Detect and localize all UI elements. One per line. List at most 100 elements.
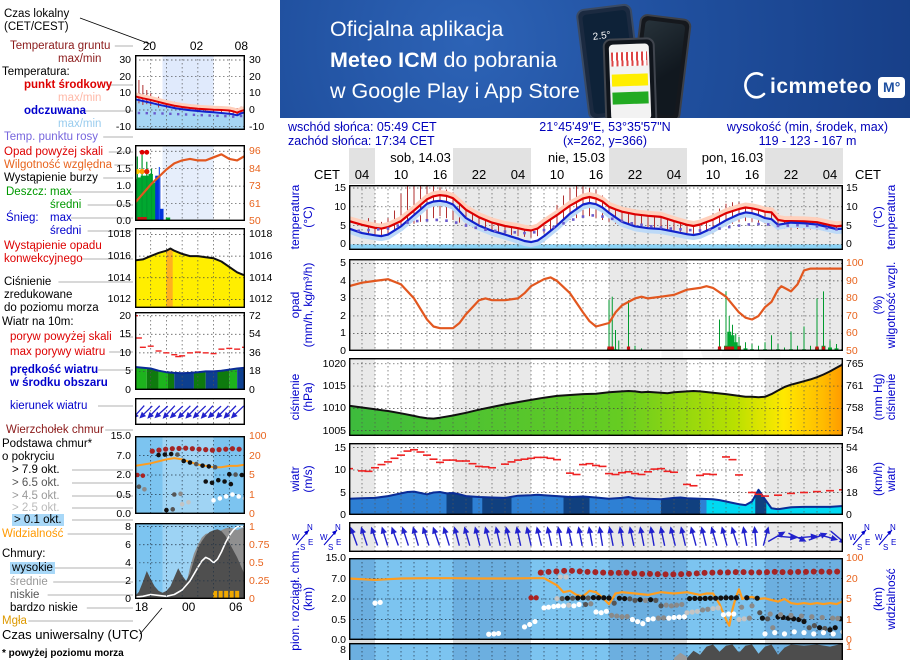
legend-axis-tick: 1016	[249, 250, 273, 263]
axis-title-line: wilgotność wzgl.	[884, 261, 898, 349]
legend-label: średni	[50, 225, 82, 237]
hour-tick: 16	[432, 167, 448, 182]
legend-axis-tick: 20	[119, 309, 131, 322]
app-promo-banner[interactable]: Oficjalna aplikacja Meteo ICM do pobrani…	[280, 0, 910, 127]
legend-axis-tick: 20	[119, 70, 131, 83]
legend-utc-tick: 00	[182, 600, 196, 614]
hour-tick: 10	[705, 167, 721, 182]
legend-label: w środku obszaru	[10, 377, 108, 389]
gap-night-band	[349, 640, 375, 643]
legend-label: * powyżej poziomu morza	[2, 648, 124, 659]
legend-label: (CET/CEST)	[4, 21, 69, 33]
axis-tick: 36	[846, 464, 858, 476]
axis-title: temperatura (°C)	[288, 185, 315, 250]
legend-chart-clouds	[135, 523, 245, 599]
day-label: nie, 15.03	[547, 150, 606, 165]
axis-tick: 54	[846, 441, 858, 454]
legend-label: Widzialność	[2, 528, 64, 540]
axis-title-line: wiatr	[884, 466, 898, 492]
legend-label: prędkość wiatru	[10, 364, 99, 376]
axis-title: opad (mm/h, kg/m³/h)	[288, 263, 315, 348]
chart-wind	[349, 443, 843, 515]
legend-label: Wilgotność względna	[4, 159, 113, 171]
legend-axis-tick: 1018	[249, 228, 273, 241]
chart-precipitation-humidity	[349, 259, 843, 351]
legend-label: > 6.5 okt.	[12, 477, 60, 489]
axis-title: (mm Hg) ciśnienie	[871, 374, 898, 421]
legend-label: Opad powyżej skali	[4, 146, 104, 158]
legend-axis-tick: 2.0	[116, 145, 131, 158]
legend-label: > 0.1 okt.	[12, 514, 64, 526]
axis-tick: 0	[340, 509, 346, 521]
axis-tick: 765	[846, 357, 864, 370]
svg-text:N: N	[890, 523, 896, 532]
svg-text:N: N	[335, 523, 341, 532]
legend-axis-tick: 20	[249, 449, 261, 462]
axis-title-line: (km)	[301, 587, 315, 612]
legend-axis-tick: 1012	[107, 293, 131, 306]
legend-label: Chmury:	[2, 548, 46, 560]
legend-axis-tick: 0	[249, 508, 255, 520]
legend-axis-tick: 10	[249, 87, 261, 100]
legend-axis-tick: 5	[125, 365, 131, 378]
axis-tick: 5	[846, 219, 852, 232]
axis-tick: 90	[846, 274, 858, 287]
location-info-bar: wschód słońca: 05:49 CET zachód słońca: …	[280, 118, 910, 148]
axis-tick: 10	[846, 200, 858, 213]
logo-badge: M°	[878, 76, 906, 98]
axis-tick: 3	[340, 292, 346, 305]
legend-axis-tick: 30	[119, 54, 131, 66]
header-night-band	[765, 148, 843, 184]
legend-label: do poziomu morza	[4, 302, 99, 314]
legend-axis-tick: 20	[249, 70, 261, 83]
banner-text: Oficjalna aplikacja Meteo ICM do pobrani…	[330, 14, 580, 107]
axis-tick: 4	[340, 274, 346, 287]
legend-utc-tick: 18	[134, 600, 149, 614]
legend-axis-tick: 1	[249, 520, 255, 533]
svg-text:W: W	[875, 533, 883, 542]
hour-tick: 22	[627, 167, 643, 182]
legend-label: Śnieg:	[6, 212, 39, 224]
axis-tick: 2.0	[331, 593, 346, 605]
legend-hour-tick: 08	[234, 39, 248, 53]
day-label: pon, 16.03	[701, 150, 764, 165]
axis-tick: 1	[846, 613, 852, 626]
legend-label: odczuwana	[24, 105, 86, 117]
legend-axis-tick: 2.0	[116, 469, 131, 481]
axis-title: pion. rozciągł. chm. (km)	[288, 547, 315, 650]
axis-tick: 15	[334, 441, 346, 454]
hour-tick: 16	[744, 167, 760, 182]
axis-title: (°C) temperatura	[871, 184, 898, 250]
legend-axis-tick: 0	[125, 593, 131, 605]
legend-axis-tick: 54	[249, 328, 261, 341]
axis-tick: 10	[334, 200, 346, 213]
legend-axis-tick: 1012	[249, 293, 273, 306]
legend-hour-tick: 02	[189, 39, 204, 53]
axis-tick: 754	[846, 424, 864, 437]
legend-label: kierunek wiatru	[10, 400, 88, 412]
legend-axis-tick: 1.0	[116, 180, 131, 193]
axis-title-line: temperatura	[884, 184, 898, 250]
cet-label-left: CET	[314, 167, 340, 182]
legend-axis-tick: 0	[249, 593, 255, 605]
legend-axis-tick: 0.5	[249, 556, 264, 569]
chart-pressure	[349, 358, 843, 436]
axis-tick: 100	[846, 552, 864, 564]
axis-title: wiatr (m/s)	[288, 465, 315, 492]
legend-axis-tick: 0	[125, 104, 131, 116]
legend-axis-tick: 1	[249, 488, 255, 501]
axis-tick: 1	[340, 327, 346, 340]
axis-tick: 761	[846, 380, 864, 393]
axis-tick: 80	[846, 292, 858, 305]
legend-utc-tick: 06	[229, 600, 243, 614]
legend-label: > 7.9 okt.	[12, 464, 60, 476]
axis-title-line: (hPa)	[301, 382, 315, 412]
cet-label-right: CET	[855, 167, 881, 182]
legend-label: Temperatura:	[2, 66, 70, 78]
axis-tick: 1005	[322, 424, 346, 437]
legend-axis-tick: 0.0	[116, 215, 131, 227]
legend-label: niskie	[10, 589, 40, 601]
legend-axis-tick: 5	[249, 469, 255, 481]
icmmeteo-logo[interactable]: icmmeteo M°	[742, 72, 906, 102]
